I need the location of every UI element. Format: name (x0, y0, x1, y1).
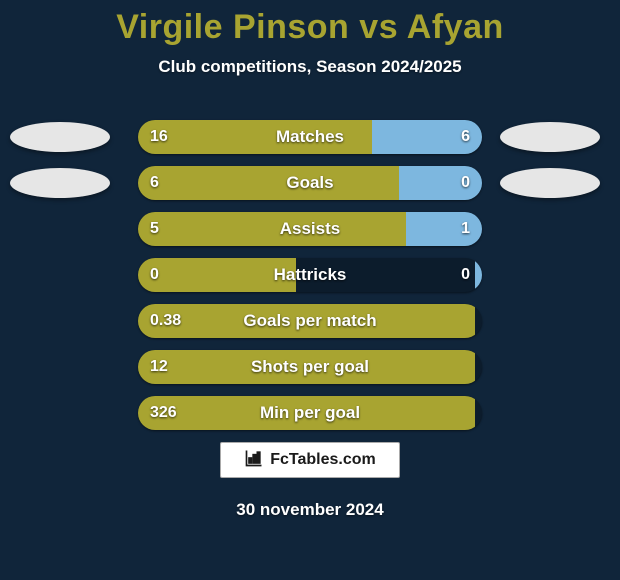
value-left: 5 (150, 212, 159, 246)
bar-left (138, 258, 296, 292)
bars-container: 166Matches60Goals51Assists00Hattricks0.3… (0, 120, 620, 442)
subtitle: Club competitions, Season 2024/2025 (0, 57, 620, 77)
player1-avatar-ellipse (10, 168, 110, 198)
value-left: 12 (150, 350, 168, 384)
bar-track: 12Shots per goal (138, 350, 482, 384)
player1-avatar-ellipse (10, 122, 110, 152)
bar-left (138, 166, 399, 200)
bar-left (138, 350, 475, 384)
source-badge-text: FcTables.com (270, 451, 376, 469)
footer-date: 30 november 2024 (0, 500, 620, 520)
value-right: 1 (461, 212, 470, 246)
comparison-canvas: Virgile Pinson vs Afyan Club competition… (0, 0, 620, 580)
player2-name: Afyan (407, 8, 504, 46)
value-left: 326 (150, 396, 177, 430)
bar-left (138, 212, 406, 246)
chart-icon (244, 448, 264, 473)
bar-right (406, 212, 482, 246)
value-right: 0 (461, 258, 470, 292)
player2-avatar-ellipse (500, 168, 600, 198)
value-left: 16 (150, 120, 168, 154)
bar-left (138, 396, 475, 430)
bar-track: 166Matches (138, 120, 482, 154)
stat-row: 00Hattricks (0, 258, 620, 292)
value-right: 6 (461, 120, 470, 154)
source-badge: FcTables.com (220, 442, 400, 478)
title-vs: vs (359, 8, 398, 46)
bar-track: 00Hattricks (138, 258, 482, 292)
stat-row: 51Assists (0, 212, 620, 246)
player1-name: Virgile Pinson (116, 8, 349, 46)
bar-track: 60Goals (138, 166, 482, 200)
page-title: Virgile Pinson vs Afyan (0, 0, 620, 47)
stat-row: 326Min per goal (0, 396, 620, 430)
value-right: 0 (461, 166, 470, 200)
stat-row: 12Shots per goal (0, 350, 620, 384)
bar-right (475, 258, 482, 292)
bar-track: 51Assists (138, 212, 482, 246)
player2-avatar-ellipse (500, 122, 600, 152)
bar-left (138, 304, 475, 338)
value-left: 6 (150, 166, 159, 200)
value-left: 0 (150, 258, 159, 292)
bar-track: 0.38Goals per match (138, 304, 482, 338)
bar-left (138, 120, 372, 154)
stat-row: 0.38Goals per match (0, 304, 620, 338)
bar-track: 326Min per goal (138, 396, 482, 430)
value-left: 0.38 (150, 304, 181, 338)
